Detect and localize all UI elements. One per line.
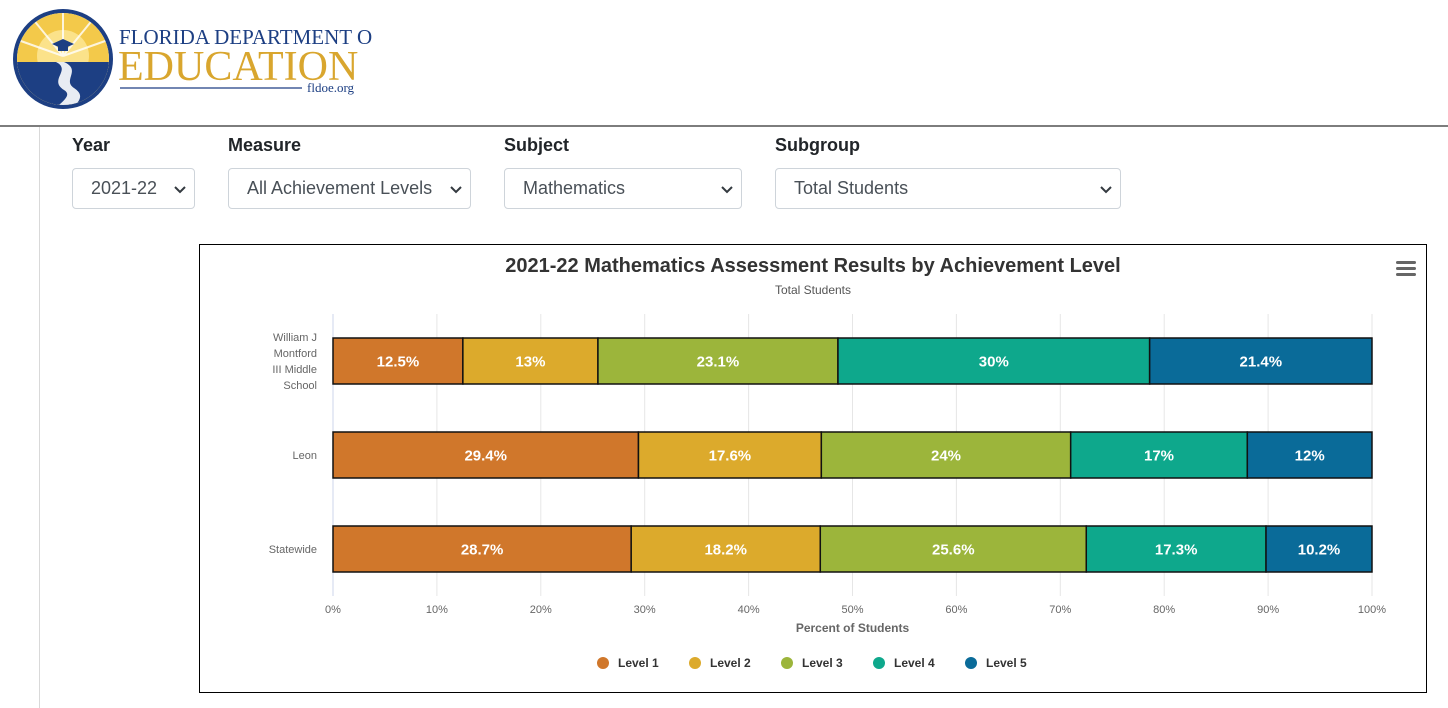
category-label: William J [273, 332, 317, 344]
bar-segment [332, 337, 464, 385]
year-filter: Year 2021-22 [72, 134, 195, 209]
chart-title: 2021-22 Mathematics Assessment Results b… [505, 255, 1120, 277]
header-divider [0, 125, 1448, 127]
data-label: 13% [515, 354, 545, 371]
subject-label: Subject [504, 135, 570, 155]
x-tick-label: 40% [738, 604, 760, 616]
data-label: 17.3% [1155, 542, 1198, 559]
legend-label: Level 3 [802, 656, 843, 670]
data-label: 25.6% [932, 542, 975, 559]
data-label: 21.4% [1240, 354, 1283, 371]
bar-segment [1148, 337, 1373, 385]
x-tick-label: 30% [634, 604, 656, 616]
bar-segment [1246, 431, 1373, 479]
legend-label: Level 1 [618, 656, 659, 670]
bar-segment [1069, 431, 1249, 479]
measure-filter: Measure All Achievement Levels [228, 134, 471, 209]
legend-label: Level 2 [710, 656, 751, 670]
category-label: Montford [274, 348, 317, 360]
data-label: 18.2% [704, 542, 747, 559]
chart-container: 2021-22 Mathematics Assessment Results b… [199, 244, 1427, 693]
year-label: Year [72, 135, 111, 155]
chevron-down-icon [1100, 186, 1112, 194]
bar-segment [332, 525, 632, 573]
subject-select-value: Mathematics [523, 178, 626, 198]
year-select[interactable]: 2021-22 [72, 168, 195, 209]
chevron-down-icon [450, 186, 462, 194]
measure-label: Measure [228, 135, 302, 155]
bar-segment [1265, 525, 1373, 573]
measure-select-value: All Achievement Levels [247, 178, 433, 198]
bar-segment [637, 431, 823, 479]
category-label: School [283, 380, 317, 392]
data-label: 23.1% [697, 354, 740, 371]
bar-segment [630, 525, 822, 573]
x-tick-label: 50% [841, 604, 863, 616]
logo-subtitle: EDUCATION [118, 44, 358, 90]
category-label: Leon [293, 450, 317, 462]
subgroup-label: Subgroup [775, 135, 860, 155]
subgroup-select[interactable]: Total Students [775, 168, 1121, 209]
legend-marker [965, 657, 977, 669]
subject-select[interactable]: Mathematics [504, 168, 742, 209]
x-axis-title: Percent of Students [796, 621, 910, 635]
x-tick-label: 80% [1153, 604, 1175, 616]
legend-marker [597, 657, 609, 669]
bar-segment [819, 525, 1088, 573]
data-label: 10.2% [1298, 542, 1341, 559]
data-label: 29.4% [464, 448, 507, 465]
chevron-down-icon [174, 186, 186, 194]
chevron-down-icon [721, 186, 733, 194]
data-label: 24% [931, 448, 961, 465]
bar-segment [332, 431, 640, 479]
category-label: III Middle [272, 364, 317, 376]
data-label: 17% [1144, 448, 1174, 465]
year-select-value: 2021-22 [91, 178, 158, 198]
subgroup-filter: Subgroup Total Students [775, 134, 1121, 209]
legend-marker [873, 657, 885, 669]
data-label: 12.5% [377, 354, 420, 371]
category-label: Statewide [269, 544, 317, 556]
fldoe-logo[interactable]: FLORIDA DEPARTMENT OF EDUCATION fldoe.or… [12, 8, 372, 112]
data-label: 12% [1295, 448, 1325, 465]
measure-select[interactable]: All Achievement Levels [228, 168, 471, 209]
data-label: 17.6% [709, 448, 752, 465]
site-header: FLORIDA DEPARTMENT OF EDUCATION fldoe.or… [0, 0, 1448, 127]
x-tick-label: 60% [945, 604, 967, 616]
x-tick-label: 10% [426, 604, 448, 616]
logo-title: FLORIDA DEPARTMENT OF [119, 25, 372, 49]
chart-subtitle: Total Students [775, 283, 851, 297]
bar-segment [1085, 525, 1267, 573]
data-label: 30% [979, 354, 1009, 371]
x-tick-label: 20% [530, 604, 552, 616]
logo-url: fldoe.org [307, 80, 355, 95]
legend-marker [781, 657, 793, 669]
legend-label: Level 5 [986, 656, 1027, 670]
stacked-bar-chart: 2021-22 Mathematics Assessment Results b… [269, 255, 1387, 670]
x-tick-label: 100% [1358, 604, 1386, 616]
hamburger-menu-icon[interactable] [1396, 261, 1416, 277]
x-tick-label: 70% [1049, 604, 1071, 616]
data-label: 28.7% [461, 542, 504, 559]
legend-marker [689, 657, 701, 669]
bar-segment [820, 431, 1072, 479]
left-divider [39, 127, 40, 708]
bar-segment [462, 337, 599, 385]
subject-filter: Subject Mathematics [504, 134, 742, 209]
x-tick-label: 90% [1257, 604, 1279, 616]
bar-segment [597, 337, 839, 385]
x-tick-label: 0% [325, 604, 341, 616]
subgroup-select-value: Total Students [794, 178, 909, 198]
legend-label: Level 4 [894, 656, 935, 670]
